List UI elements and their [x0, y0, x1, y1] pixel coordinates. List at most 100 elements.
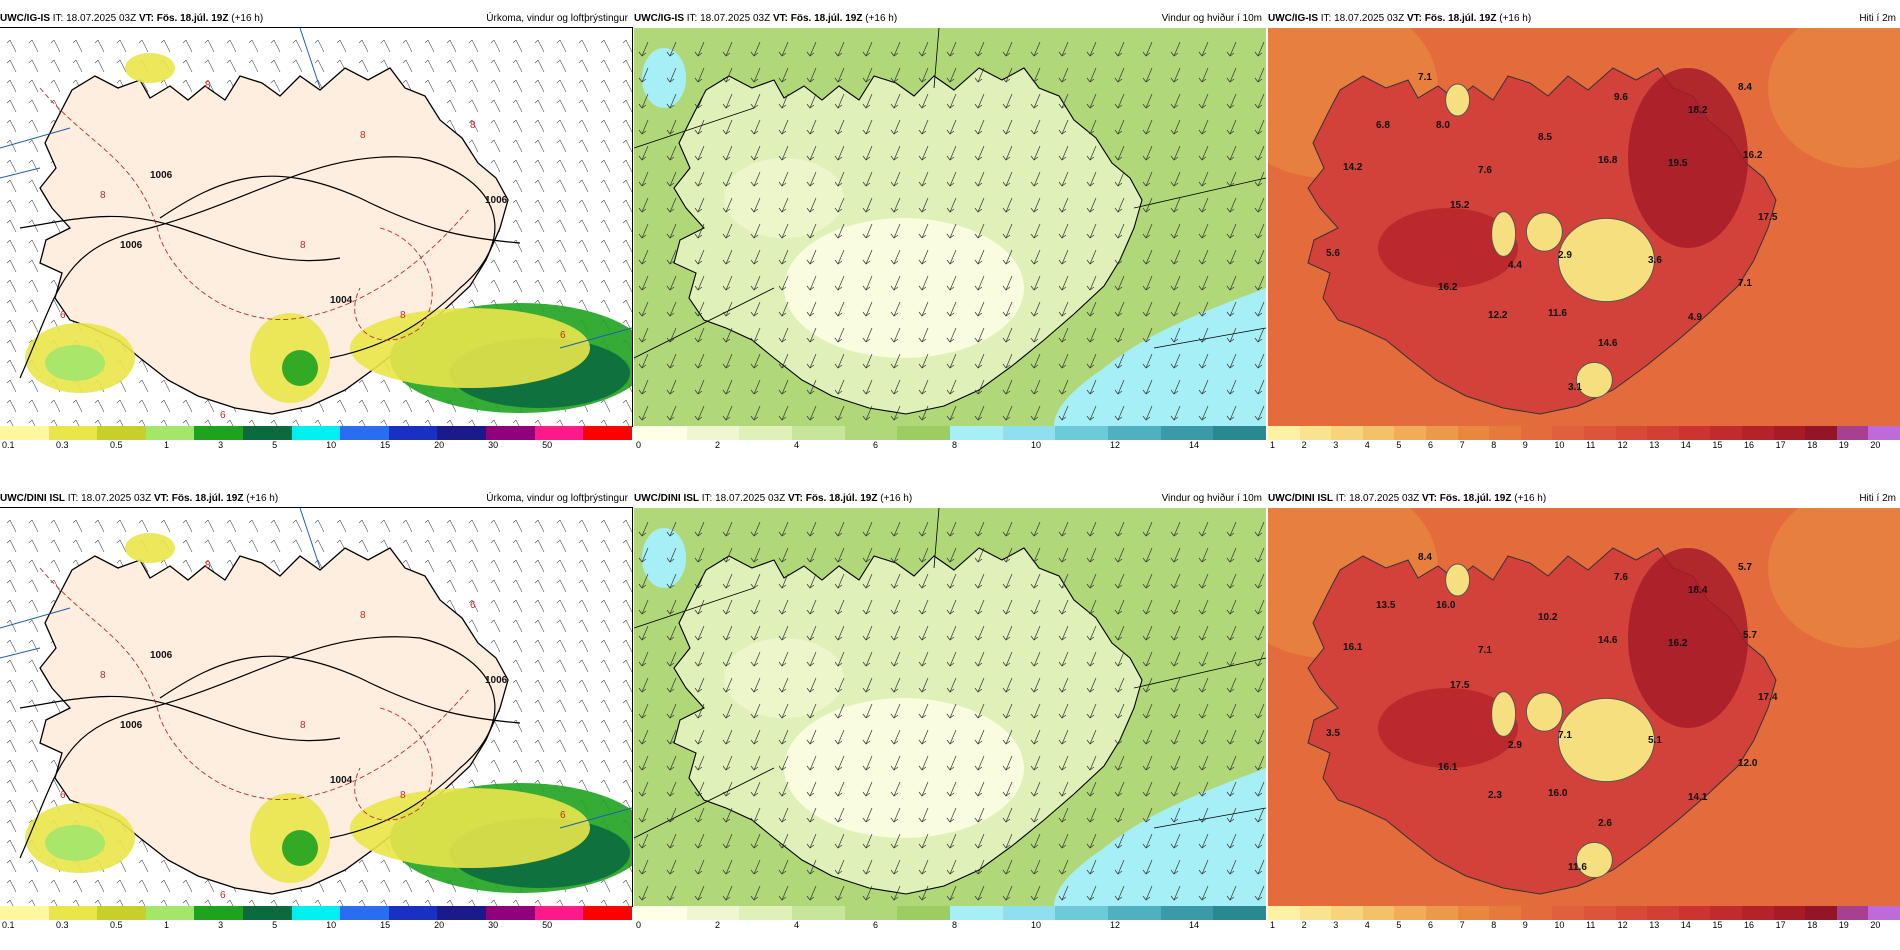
colorbar-tick: 14 — [1680, 440, 1691, 450]
glacier — [1575, 361, 1613, 399]
colorbar-swatch — [1773, 906, 1806, 920]
contour-label: 8 — [205, 80, 211, 91]
colorbar-tick: 4 — [1364, 920, 1370, 930]
colorbar-tick: 2 — [1301, 440, 1307, 450]
colorbar-swatch — [1055, 906, 1109, 920]
it-label: IT: — [686, 13, 698, 24]
colorbar-tick: 0.1 — [2, 920, 15, 930]
isobar-label: 1004 — [330, 775, 353, 786]
colorbar-swatch — [1160, 426, 1214, 440]
colorbar-tick: 17 — [1775, 920, 1786, 930]
colorbar-tick: 8 — [1491, 920, 1497, 930]
panel-header: UWC/IG-IS IT: 18.07.2025 03Z VT: Fös. 18… — [1268, 10, 1900, 28]
colorbar-tick: 12 — [1617, 920, 1628, 930]
contour-label: 8 — [100, 670, 106, 681]
colorbar-ticks: 0 2 4 6 8 10 12 14 — [634, 440, 1266, 454]
colorbar-tick: 50 — [542, 920, 553, 930]
lead-time: (+16 h) — [246, 493, 279, 504]
contour-label: 8 — [470, 120, 476, 131]
colorbar-tick: 6 — [1428, 920, 1434, 930]
colorbar-swatch — [583, 906, 632, 920]
glacier — [1491, 211, 1517, 257]
colorbar-tick: 5 — [272, 440, 278, 450]
colorbar-swatch — [243, 906, 292, 920]
glacier — [1557, 697, 1655, 783]
it-label: IT: — [701, 493, 713, 504]
model-name: UWC/IG-IS — [0, 13, 50, 24]
temp-label: 11.6 — [1548, 308, 1567, 319]
temp-label: 8.4 — [1418, 552, 1432, 563]
isobar — [19, 215, 341, 262]
isobar-label: 1006 — [120, 720, 143, 731]
colorbar-swatch — [97, 426, 146, 440]
colorbar-swatch — [792, 906, 845, 920]
colorbar-tick: 14 — [1680, 920, 1691, 930]
model-name: UWC/IG-IS — [634, 13, 684, 24]
colorbar-swatch — [340, 906, 389, 920]
init-time: 18.07.2025 03Z — [1349, 493, 1420, 504]
isobar — [19, 636, 496, 859]
colorbar-swatch — [1678, 906, 1711, 920]
colorbar-tick: 50 — [542, 440, 553, 450]
colorbar-swatch — [1583, 426, 1616, 440]
colorbar-tick: 20 — [1870, 440, 1881, 450]
colorbar-swatch — [486, 426, 535, 440]
colorbar-swatch — [1160, 906, 1214, 920]
colorbar-swatch — [1108, 426, 1161, 440]
contour-label: 6 — [220, 410, 226, 421]
temp-label: 7.1 — [1478, 645, 1492, 656]
contour-label: 6 — [60, 310, 66, 321]
temp-label: 12.2 — [1488, 310, 1508, 321]
temp-label: 11.6 — [1568, 862, 1587, 873]
panel-title: Úrkoma, vindur og loftþrýstingur — [486, 13, 628, 24]
isobar — [159, 655, 521, 724]
panel-header: UWC/IG-IS IT: 18.07.2025 03Z VT: Fös. 18… — [634, 10, 1266, 28]
temp-label: 9.6 — [1614, 92, 1628, 103]
wind-arrows — [638, 41, 1265, 421]
colorbar-tick: 3 — [218, 920, 224, 930]
map-canvas — [634, 28, 1266, 426]
colorbar-swatch — [1108, 906, 1161, 920]
temp-label: 3.5 — [1326, 728, 1340, 739]
colorbar-tick: 2 — [715, 440, 721, 450]
colorbar-tick: 0.3 — [56, 440, 69, 450]
colorbar-tick: 0 — [636, 440, 642, 450]
colorbar-swatch — [739, 906, 793, 920]
temp-label: 4.4 — [1508, 260, 1522, 271]
colorbar-swatch — [1741, 426, 1774, 440]
contour-label: 6 — [560, 810, 566, 821]
temp-label: 7.1 — [1418, 72, 1432, 83]
temp-label: 2.9 — [1558, 250, 1572, 261]
temp-label: 16.2 — [1438, 282, 1458, 293]
isobar — [159, 175, 521, 244]
colorbar-swatch — [1805, 426, 1837, 440]
colorbar-tick: 16 — [1744, 440, 1755, 450]
vt-label: VT: — [1421, 493, 1437, 504]
colorbar — [1268, 906, 1900, 920]
colorbar-swatch — [1425, 906, 1458, 920]
colorbar-tick: 20 — [1870, 920, 1881, 930]
valid-time: Fös. 18.júl. 19Z — [156, 13, 229, 24]
colorbar-swatch — [1615, 426, 1648, 440]
colorbar-swatch — [1836, 906, 1869, 920]
colorbar-tick: 9 — [1522, 440, 1528, 450]
lead-time: (+16 h) — [1514, 493, 1547, 504]
temp-label: 7.1 — [1558, 730, 1572, 741]
colorbar-tick: 10 — [326, 440, 337, 450]
colorbar — [634, 906, 1267, 920]
contour-label: 8 — [100, 190, 106, 201]
colorbar-swatch — [1805, 906, 1837, 920]
temp-label: 14.2 — [1343, 162, 1363, 173]
colorbar-ticks: 0 2 4 6 8 10 12 14 — [634, 920, 1266, 934]
colorbar-swatch — [1394, 906, 1426, 920]
colorbar-swatch — [97, 906, 146, 920]
colorbar-swatch — [1615, 906, 1648, 920]
temp-label: 16.2 — [1668, 638, 1688, 649]
colorbar-tick: 19 — [1838, 440, 1849, 450]
colorbar-swatch — [1299, 426, 1332, 440]
temp-label: 8.0 — [1436, 120, 1450, 131]
map-canvas: 10061006100410061004888886686 — [0, 27, 633, 427]
panel-wind-igis: UWC/IG-IS IT: 18.07.2025 03Z VT: Fös. 18… — [634, 10, 1267, 470]
panel-title: Vindur og hviður í 10m — [1161, 13, 1262, 24]
panel-wind-dini: UWC/DINI ISL IT: 18.07.2025 03Z VT: Fös.… — [634, 490, 1267, 950]
